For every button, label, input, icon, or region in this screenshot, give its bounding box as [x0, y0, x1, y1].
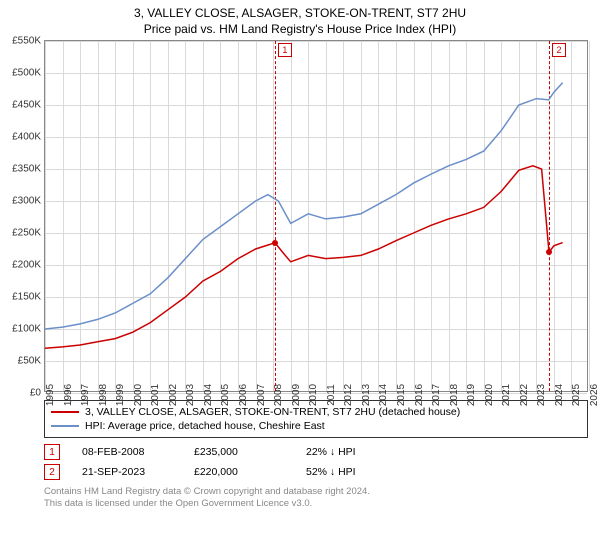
chart-container: 3, VALLEY CLOSE, ALSAGER, STOKE-ON-TRENT… [0, 0, 600, 560]
ytick-label: £400K [12, 132, 41, 143]
ytick-label: £0 [30, 388, 41, 399]
legend-row: HPI: Average price, detached house, Ches… [51, 419, 581, 433]
ytick-label: £500K [12, 68, 41, 79]
chart-subtitle: Price paid vs. HM Land Registry's House … [0, 20, 600, 40]
legend-label: 3, VALLEY CLOSE, ALSAGER, STOKE-ON-TRENT… [85, 406, 460, 418]
legend-label: HPI: Average price, detached house, Ches… [85, 420, 325, 432]
marker-number-box: 2 [44, 464, 60, 480]
footer: Contains HM Land Registry data © Crown c… [44, 486, 588, 511]
chart-plot-area: £0£50K£100K£150K£200K£250K£300K£350K£400… [44, 40, 588, 392]
marker-table: 1 08-FEB-2008 £235,000 22% ↓ HPI 2 21-SEP-202… [44, 442, 588, 482]
marker-row: 1 08-FEB-2008 £235,000 22% ↓ HPI [44, 442, 588, 462]
footer-line-2: This data is licensed under the Open Gov… [44, 498, 588, 510]
ytick-label: £100K [12, 324, 41, 335]
marker-pct: 52% ↓ HPI [306, 466, 356, 478]
chart-title: 3, VALLEY CLOSE, ALSAGER, STOKE-ON-TRENT… [0, 0, 600, 20]
ytick-label: £150K [12, 292, 41, 303]
marker-price: £220,000 [194, 466, 284, 478]
ytick-label: £450K [12, 100, 41, 111]
xtick-label: 2026 [589, 384, 600, 406]
marker-pct: 22% ↓ HPI [306, 446, 356, 458]
legend-swatch [51, 425, 79, 427]
ytick-label: £300K [12, 196, 41, 207]
marker-row: 2 21-SEP-2023 £220,000 52% ↓ HPI [44, 462, 588, 482]
footer-line-1: Contains HM Land Registry data © Crown c… [44, 486, 588, 498]
marker-price: £235,000 [194, 446, 284, 458]
ytick-label: £250K [12, 228, 41, 239]
marker-date: 21-SEP-2023 [82, 466, 172, 478]
ytick-label: £50K [18, 356, 41, 367]
ytick-label: £550K [12, 36, 41, 47]
marker-date: 08-FEB-2008 [82, 446, 172, 458]
series-property [45, 166, 563, 348]
chart-svg [45, 41, 589, 393]
legend-swatch [51, 411, 79, 413]
gridline-v [589, 41, 590, 391]
ytick-label: £200K [12, 260, 41, 271]
marker-number-box: 1 [44, 444, 60, 460]
ytick-label: £350K [12, 164, 41, 175]
legend-row: 3, VALLEY CLOSE, ALSAGER, STOKE-ON-TRENT… [51, 405, 581, 419]
